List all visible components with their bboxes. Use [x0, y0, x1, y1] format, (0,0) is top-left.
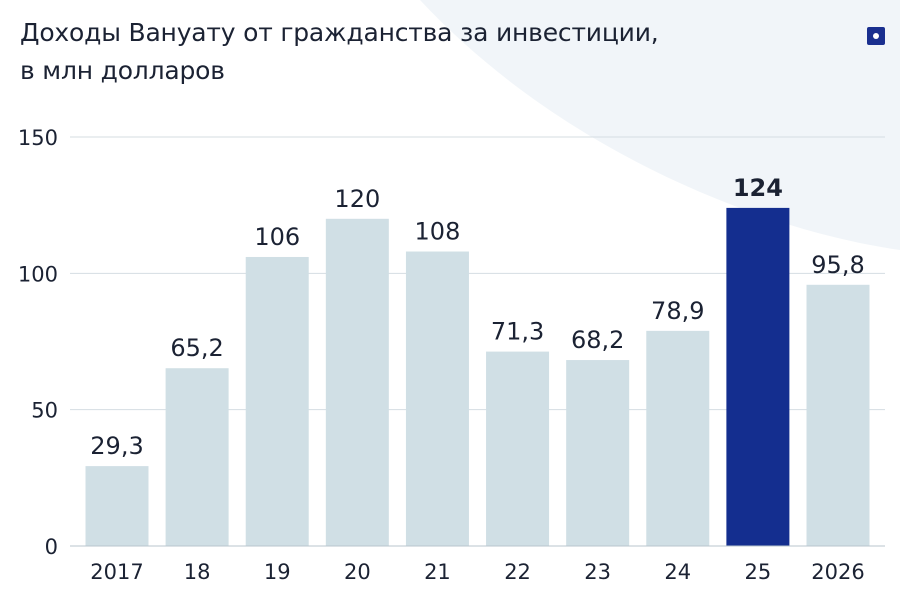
bar	[486, 351, 550, 546]
bar	[726, 207, 790, 547]
x-tick-label: 20	[344, 560, 371, 584]
bar	[325, 218, 389, 547]
y-tick-label: 50	[31, 399, 58, 423]
square-dot-icon	[867, 27, 885, 45]
bar	[646, 330, 710, 546]
data-label: 124	[733, 174, 783, 202]
y-tick-label: 0	[45, 535, 58, 559]
x-tick-label: 2026	[811, 560, 864, 584]
data-label: 68,2	[571, 326, 624, 354]
data-label: 78,9	[651, 297, 704, 325]
x-tick-label: 2017	[90, 560, 143, 584]
x-tick-label: 24	[664, 560, 691, 584]
x-tick-label: 21	[424, 560, 451, 584]
x-tick-label: 18	[184, 560, 211, 584]
y-tick-label: 150	[18, 126, 58, 150]
y-tick-label: 100	[18, 262, 58, 286]
data-label: 108	[415, 218, 461, 246]
bar	[85, 466, 149, 546]
data-label: 65,2	[170, 334, 223, 362]
title-line-1: Доходы Вануату от гражданства за инвести…	[20, 18, 659, 47]
x-tick-label: 22	[504, 560, 531, 584]
data-label: 71,3	[491, 318, 544, 346]
data-label: 106	[254, 223, 300, 251]
bar	[566, 360, 630, 546]
x-tick-label: 23	[584, 560, 611, 584]
chart-title: Доходы Вануату от гражданства за инвести…	[20, 14, 780, 90]
x-tick-label: 25	[745, 560, 772, 584]
bar	[806, 284, 870, 546]
title-line-2: в млн долларов	[20, 56, 225, 85]
data-label: 95,8	[811, 251, 864, 279]
bar	[405, 251, 469, 546]
x-tick-label: 19	[264, 560, 291, 584]
bar	[245, 256, 309, 546]
data-label: 120	[334, 185, 380, 213]
data-label: 29,3	[90, 432, 143, 460]
bar	[165, 368, 229, 546]
